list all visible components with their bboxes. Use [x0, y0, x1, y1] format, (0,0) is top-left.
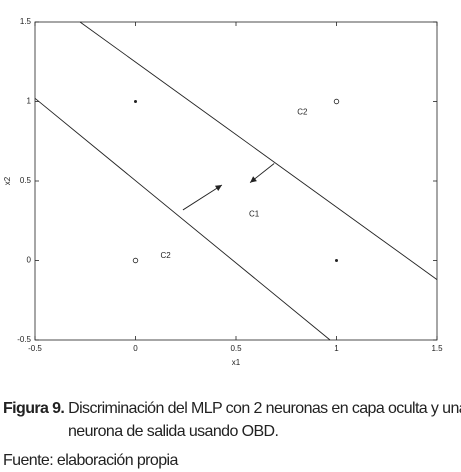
- boundary-line: [79, 21, 438, 280]
- arrow: [182, 184, 223, 211]
- source: Fuente: elaboración propia: [3, 452, 178, 469]
- y-tick-label: -0.5: [17, 335, 31, 344]
- arrow-head: [214, 184, 222, 191]
- x-tick-label: 0.5: [230, 344, 242, 353]
- annotation: C2: [297, 108, 308, 117]
- annotation: C2: [161, 251, 172, 260]
- arrow-head: [250, 176, 257, 183]
- chart: x1 x2 -0.5 0 0.5 1 1.5 -0.5 0 0.5 1 1.5 C2 C1 C2: [3, 17, 443, 367]
- x-tick-label: -0.5: [28, 344, 42, 353]
- plot-frame: [34, 21, 438, 341]
- point-circle: [333, 98, 340, 105]
- y-tick-label: 1: [27, 97, 32, 106]
- x-tick-label: 0: [133, 344, 138, 353]
- y-tick-label: 0.5: [20, 176, 32, 185]
- x-tick-label: 1.5: [431, 344, 443, 353]
- y-tick-label: 0: [27, 256, 32, 265]
- x-axis-label: x1: [232, 358, 241, 367]
- point-dot: [335, 259, 338, 262]
- caption-label: Figura 9.: [3, 400, 65, 417]
- annotation: C1: [249, 209, 260, 218]
- point-dot: [134, 100, 137, 103]
- y-axis-label: x2: [3, 176, 12, 185]
- x-tick-label: 1: [334, 344, 339, 353]
- point-circle: [132, 257, 139, 264]
- y-tick-label: 1.5: [20, 17, 32, 26]
- caption: Figura 9. Discriminación del MLP con 2 n…: [3, 397, 461, 443]
- caption-text: Discriminación del MLP con 2 neuronas en…: [68, 400, 461, 440]
- boundary-line: [34, 97, 331, 341]
